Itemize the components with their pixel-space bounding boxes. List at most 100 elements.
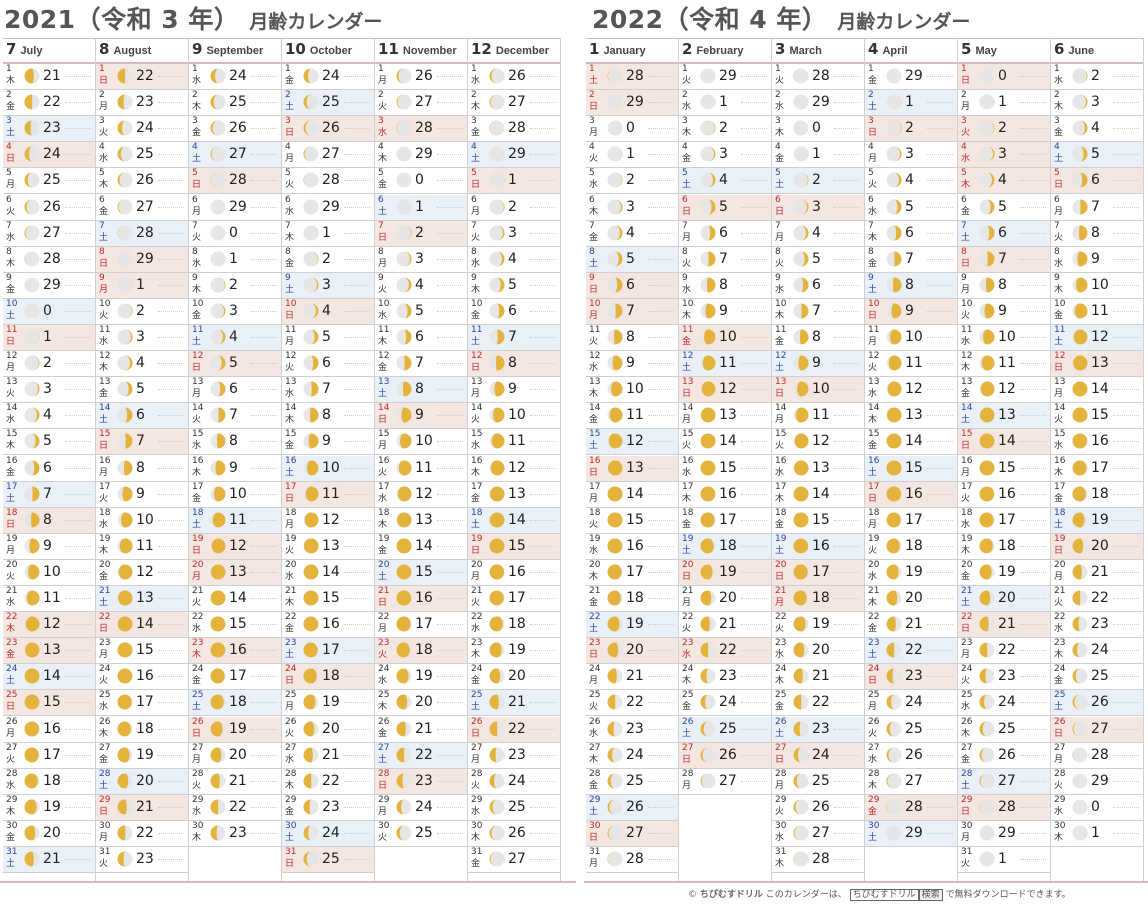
moon-phase-icon (979, 799, 995, 815)
weekday: 火 (285, 545, 295, 556)
day-row: 21 火 22 (1051, 586, 1143, 612)
day-number: 16 (589, 455, 601, 466)
moon-phase-icon (793, 564, 809, 580)
dotted-line (1020, 832, 1046, 834)
moon-phase-icon (489, 146, 505, 162)
weekday: 火 (378, 284, 388, 295)
moon-phase-icon (489, 486, 505, 502)
day-number: 13 (682, 377, 694, 388)
moon-phase-icon (886, 94, 902, 110)
day-row: 19 水 16 (586, 534, 678, 560)
dotted-line (251, 545, 277, 547)
dotted-line (834, 258, 860, 260)
weekday: 月 (6, 545, 16, 556)
dotted-line (648, 832, 674, 834)
day-number: 24 (192, 664, 204, 675)
moon-age: 7 (905, 250, 914, 267)
moon-phase-icon (793, 225, 809, 241)
moon-phase-icon (886, 694, 902, 710)
day-row: 14 土 6 (96, 403, 188, 430)
day-number: 30 (99, 820, 111, 831)
weekday: 日 (682, 571, 692, 582)
moon-age: 12 (1091, 329, 1109, 345)
month-name: October (309, 45, 353, 57)
day-number: 9 (775, 272, 781, 283)
moon-age: 24 (322, 824, 340, 841)
dotted-line (344, 258, 370, 260)
moon-age: 24 (415, 798, 433, 815)
weekday: 土 (471, 702, 481, 713)
weekday: 月 (775, 415, 785, 426)
weekday: 火 (961, 676, 971, 687)
weekday: 月 (1054, 571, 1064, 582)
moon-phase-icon (24, 407, 40, 423)
search-box[interactable]: ちびむすドリル (849, 889, 919, 901)
moon-phase-icon (886, 407, 902, 423)
day-number: 4 (868, 142, 874, 153)
weekday: 木 (192, 832, 202, 843)
day-number: 25 (99, 690, 111, 701)
moon-age: 19 (998, 563, 1016, 580)
weekday: 火 (471, 415, 481, 426)
moon-age: 23 (812, 720, 830, 737)
weekday: 木 (868, 415, 878, 426)
day-row: 4 日 24 (3, 142, 95, 169)
month-number: 8 (99, 40, 110, 58)
weekday: 水 (775, 650, 785, 661)
search-button[interactable]: 検索 (918, 889, 943, 901)
moon-age: 7 (43, 485, 52, 502)
day-row: 26 日 22 (468, 716, 560, 743)
day-number: 14 (378, 403, 390, 414)
moon-age: 23 (136, 851, 154, 867)
moon-age: 16 (812, 537, 830, 554)
day-number: 14 (99, 403, 111, 414)
moon-age: 21 (508, 694, 526, 711)
moon-phase-icon (1072, 146, 1088, 162)
month-column-february: 2 February 1 火 29 2 水 1 3 木 2 4 金 3 5 土 4 6 日 5 7 月 6 8 火 7 9 水 8 10 木… (679, 38, 772, 881)
day-number: 27 (378, 742, 390, 753)
day-row: 23 月 22 (958, 638, 1050, 665)
day-row: 30 木 1 (1051, 821, 1143, 847)
day-row: 19 土 18 (679, 533, 771, 560)
day-number: 26 (1054, 716, 1066, 727)
moon-phase-icon (886, 825, 902, 841)
day-number: 7 (775, 220, 781, 231)
weekday: 木 (682, 493, 692, 504)
weekday: 金 (589, 415, 599, 426)
moon-age: 9 (415, 407, 424, 424)
moon-phase-icon (607, 799, 623, 815)
moon-phase-icon (886, 486, 902, 502)
weekday: 木 (6, 76, 16, 86)
moon-age: 12 (229, 537, 247, 554)
moon-phase-icon (886, 616, 902, 632)
dotted-line (741, 102, 767, 104)
moon-phase-icon (396, 799, 412, 815)
month-header: 11 November (375, 38, 467, 64)
weekday: 月 (192, 571, 202, 582)
day-row: 23 木 16 (189, 638, 281, 665)
dotted-line (530, 702, 556, 704)
moon-phase-icon (1072, 747, 1088, 763)
weekday: 月 (868, 702, 878, 713)
weekday: 火 (285, 728, 295, 739)
moon-phase-icon (396, 564, 412, 580)
day-number: 22 (1054, 612, 1066, 623)
moon-phase-icon (607, 146, 623, 162)
day-number: 2 (471, 90, 477, 101)
dotted-line (1020, 728, 1046, 730)
day-number: 15 (378, 429, 390, 440)
day-number: 26 (99, 716, 111, 727)
day-number: 6 (471, 194, 477, 205)
dotted-line (437, 754, 463, 756)
weekday: 月 (192, 206, 202, 217)
dotted-line (344, 180, 370, 182)
moon-phase-icon (607, 199, 623, 215)
moon-age: 1 (322, 224, 331, 241)
weekday: 日 (99, 441, 109, 452)
day-number: 22 (285, 612, 297, 623)
moon-phase-icon (886, 172, 902, 188)
moon-age: 9 (998, 302, 1007, 319)
brand-logo[interactable]: ちびむすドリル (699, 890, 763, 900)
day-number: 11 (99, 325, 111, 335)
